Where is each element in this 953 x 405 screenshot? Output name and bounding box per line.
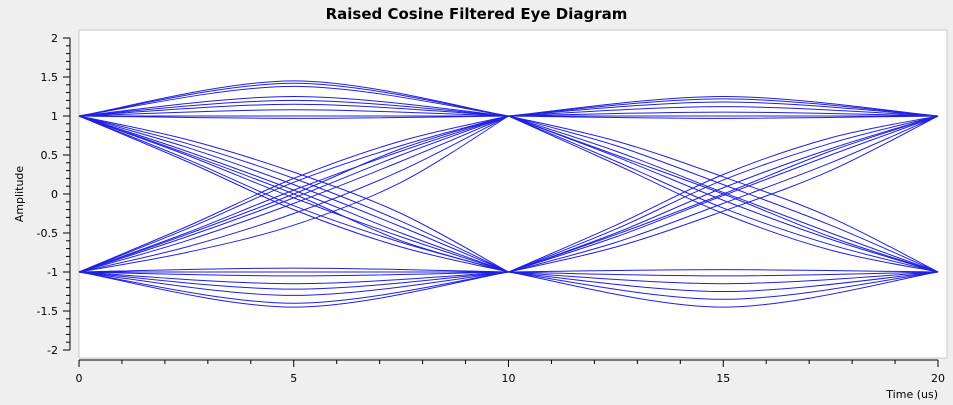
eye-trace-15 xyxy=(78,267,509,273)
eye-trace-9 xyxy=(78,271,509,308)
y-tick-label: 0.5 xyxy=(41,149,59,162)
eye-trace-55 xyxy=(508,115,939,273)
eye-trace-10 xyxy=(78,271,509,304)
y-tick-label: 0 xyxy=(51,188,58,201)
x-tick-label: 5 xyxy=(290,372,297,385)
eye-trace-50 xyxy=(508,115,939,273)
eye-trace-58 xyxy=(508,115,939,273)
y-tick-label: -0.5 xyxy=(37,227,58,240)
eye-trace-56 xyxy=(508,115,939,273)
eye-traces xyxy=(78,80,939,308)
eye-trace-35 xyxy=(508,101,939,117)
eye-trace-49 xyxy=(508,115,939,273)
eye-trace-51 xyxy=(508,115,939,273)
eye-trace-25 xyxy=(78,115,509,273)
eye-trace-20 xyxy=(78,115,509,273)
eye-trace-33 xyxy=(508,95,939,117)
eye-trace-30 xyxy=(78,115,509,273)
eye-trace-3 xyxy=(78,95,509,117)
eye-trace-2 xyxy=(78,85,509,117)
eye-trace-13 xyxy=(78,271,509,285)
eye-trace-26 xyxy=(78,115,509,273)
eye-trace-12 xyxy=(78,271,509,290)
y-axis-label: Amplitude xyxy=(13,166,26,223)
chart-title: Raised Cosine Filtered Eye Diagram xyxy=(325,5,628,23)
eye-trace-32 xyxy=(78,115,509,273)
eye-trace-40 xyxy=(508,271,939,308)
eye-trace-24 xyxy=(78,115,509,273)
eye-trace-1 xyxy=(78,82,509,117)
x-tick-label: 15 xyxy=(716,372,730,385)
eye-trace-36 xyxy=(508,106,939,117)
eye-trace-53 xyxy=(508,115,939,273)
x-tick-label: 20 xyxy=(931,372,945,385)
eye-trace-6 xyxy=(78,109,509,117)
x-tick-label: 0 xyxy=(76,372,83,385)
y-tick-label: -2 xyxy=(47,344,58,357)
eye-trace-29 xyxy=(78,115,509,273)
eye-trace-38 xyxy=(508,115,939,119)
eye-trace-4 xyxy=(78,99,509,117)
eye-trace-31 xyxy=(78,115,509,273)
eye-trace-5 xyxy=(78,103,509,117)
y-tick-label: 2 xyxy=(51,32,58,45)
eye-trace-21 xyxy=(78,115,509,273)
eye-trace-14 xyxy=(78,271,509,277)
plot-area xyxy=(78,29,948,359)
eye-trace-28 xyxy=(78,115,509,273)
eye-trace-44 xyxy=(508,271,939,277)
eye-trace-27 xyxy=(78,115,509,273)
x-axis-label: Time (us) xyxy=(885,388,938,401)
eye-trace-47 xyxy=(508,115,939,273)
eye-trace-45 xyxy=(508,269,939,273)
eye-trace-0 xyxy=(78,80,509,117)
x-axis-ticks: 0 5 10 15 20 xyxy=(76,360,945,385)
eye-trace-48 xyxy=(508,115,939,273)
y-axis-ticks: 2 1.5 1 0.5 0 -0.5 -1 -1.5 -2 xyxy=(37,32,70,357)
eye-trace-54 xyxy=(508,115,939,273)
eye-trace-59 xyxy=(508,115,939,273)
y-tick-label: 1 xyxy=(51,110,58,123)
y-tick-label: -1 xyxy=(47,266,58,279)
eye-trace-7 xyxy=(78,115,509,119)
y-tick-label: 1.5 xyxy=(41,71,59,84)
x-tick-label: 10 xyxy=(502,372,516,385)
eye-trace-42 xyxy=(508,271,939,293)
eye-trace-46 xyxy=(508,115,939,273)
eye-trace-41 xyxy=(508,271,939,300)
eye-trace-11 xyxy=(78,271,509,296)
y-tick-label: -1.5 xyxy=(37,305,58,318)
eye-trace-57 xyxy=(508,115,939,273)
eye-trace-37 xyxy=(508,111,939,117)
eye-trace-43 xyxy=(508,271,939,285)
eye-trace-34 xyxy=(508,98,939,117)
